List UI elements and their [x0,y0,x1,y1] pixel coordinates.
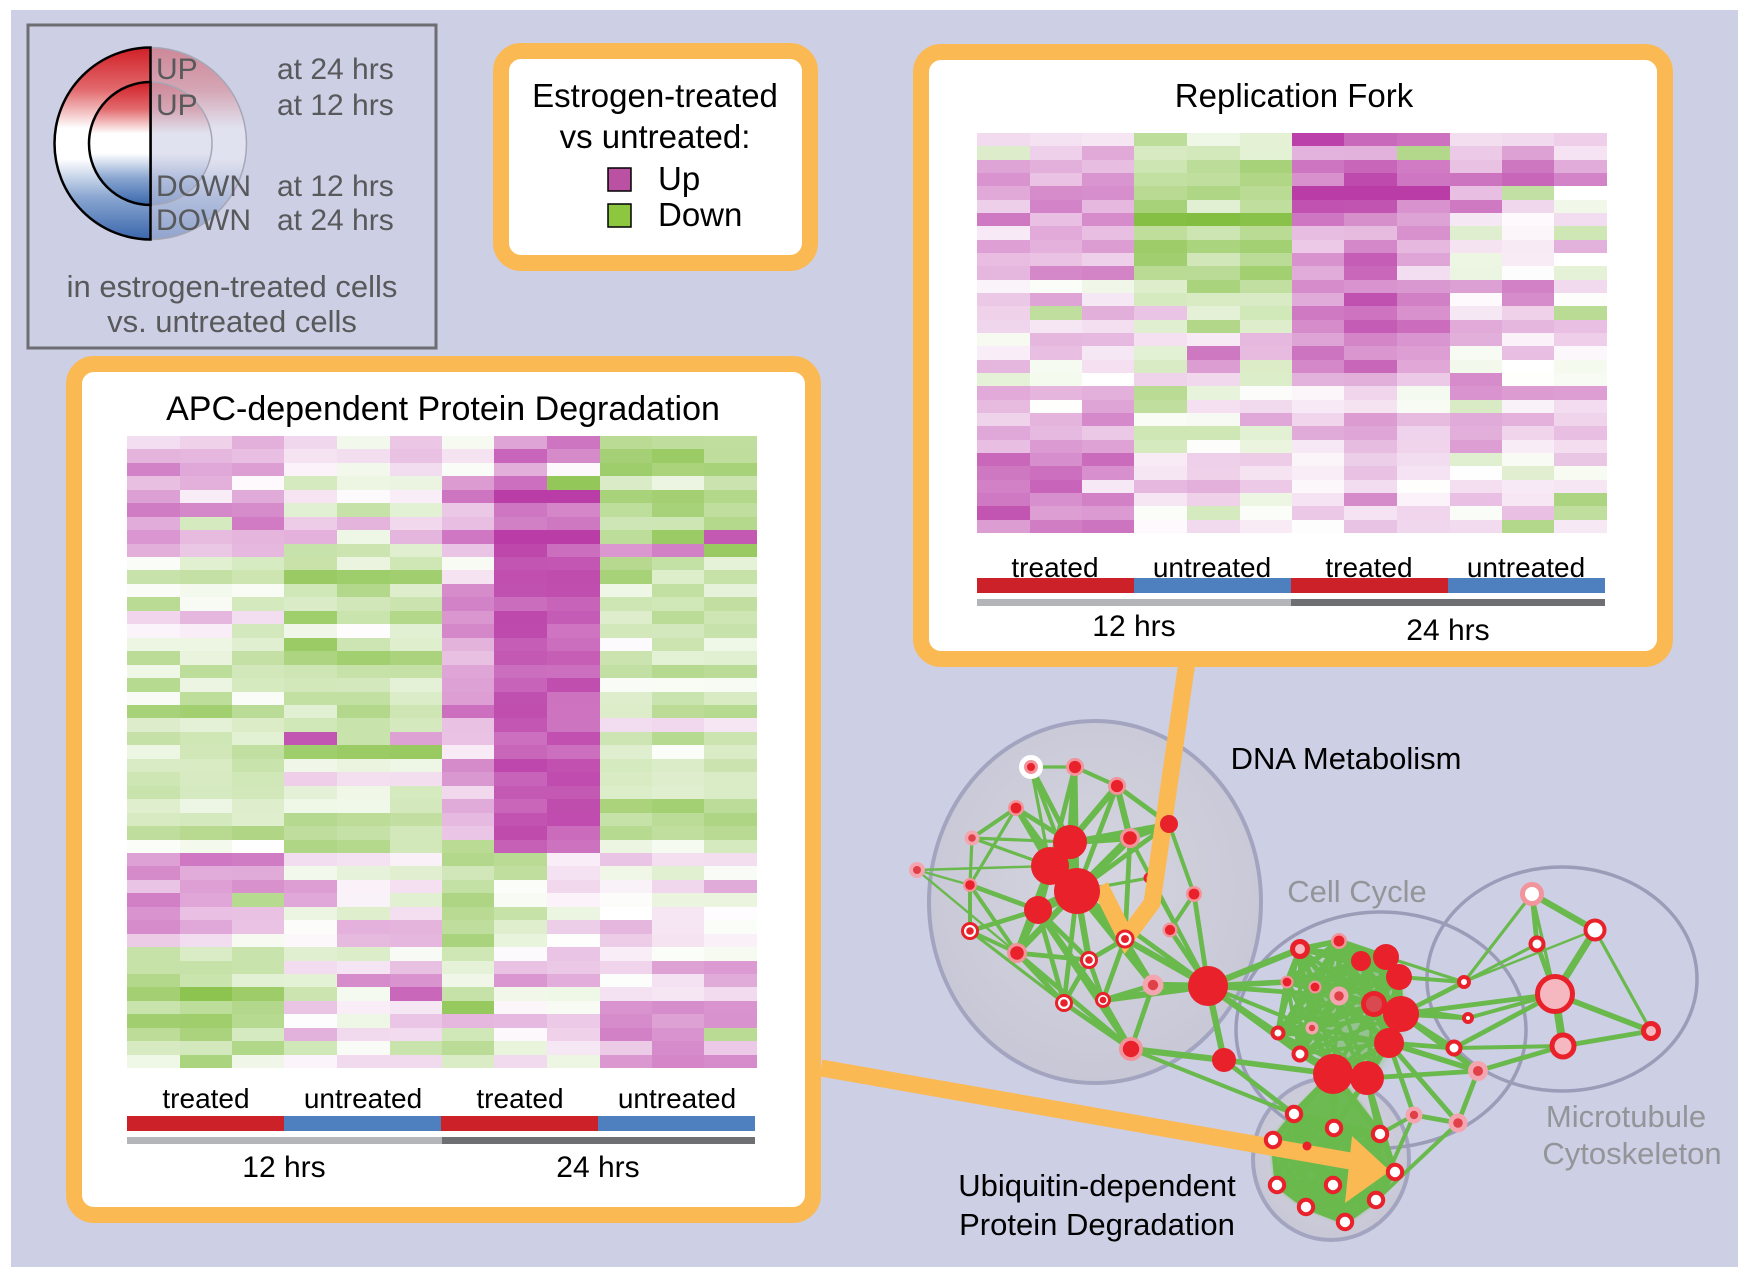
svg-text:12 hrs: 12 hrs [242,1151,325,1184]
svg-text:DOWN: DOWN [156,170,251,203]
svg-text:Microtubule: Microtubule [1546,1099,1706,1134]
svg-text:Replication Fork: Replication Fork [1175,77,1414,114]
svg-text:Up: Up [658,160,700,197]
svg-text:DNA Metabolism: DNA Metabolism [1231,741,1462,776]
svg-text:at 24 hrs: at 24 hrs [277,204,394,237]
svg-text:at 12 hrs: at 12 hrs [277,170,394,203]
svg-text:untreated: untreated [618,1083,736,1114]
svg-text:24 hrs: 24 hrs [1406,614,1489,647]
svg-text:12 hrs: 12 hrs [1092,610,1175,643]
svg-text:Down: Down [658,196,742,233]
svg-text:DOWN: DOWN [156,204,251,237]
svg-text:in estrogen-treated cells: in estrogen-treated cells [67,269,398,304]
svg-text:Protein Degradation: Protein Degradation [959,1207,1235,1242]
svg-text:at 12 hrs: at 12 hrs [277,89,394,122]
svg-text:treated: treated [162,1083,249,1114]
svg-text:Cytoskeleton: Cytoskeleton [1542,1136,1721,1171]
svg-text:UP: UP [156,53,198,86]
svg-text:vs. untreated cells: vs. untreated cells [107,304,357,339]
svg-text:Estrogen-treated: Estrogen-treated [532,77,778,114]
svg-text:24 hrs: 24 hrs [556,1151,639,1184]
svg-text:vs untreated:: vs untreated: [560,118,751,155]
svg-text:Cell Cycle: Cell Cycle [1287,874,1427,909]
svg-text:treated: treated [1011,552,1098,583]
svg-text:treated: treated [1325,552,1412,583]
svg-text:at 24 hrs: at 24 hrs [277,53,394,86]
svg-text:Ubiquitin-dependent: Ubiquitin-dependent [958,1168,1236,1203]
svg-text:untreated: untreated [304,1083,422,1114]
svg-text:treated: treated [476,1083,563,1114]
svg-text:untreated: untreated [1467,552,1585,583]
svg-text:UP: UP [156,89,198,122]
svg-text:untreated: untreated [1153,552,1271,583]
svg-text:APC-dependent Protein Degradat: APC-dependent Protein Degradation [166,390,720,428]
